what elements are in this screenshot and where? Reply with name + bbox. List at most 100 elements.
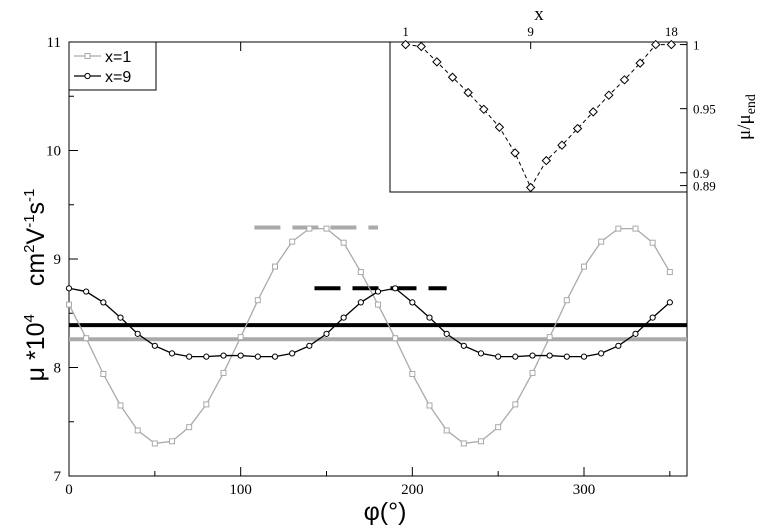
data-point: [151, 440, 158, 447]
legend-label: x=9: [105, 69, 131, 86]
inset-x-tick-label: 9: [527, 24, 534, 39]
inset-data-point: [635, 58, 645, 68]
inset-data-point: [572, 123, 583, 134]
data-point: [598, 350, 605, 357]
data-point: [83, 288, 90, 295]
data-point: [134, 427, 141, 434]
inset-data-point: [588, 107, 598, 117]
data-point: [666, 269, 673, 276]
y-tick-label: 10: [46, 144, 61, 160]
data-point: [374, 288, 382, 295]
inset-data-point: [541, 155, 552, 166]
data-point: [598, 238, 605, 245]
data-point: [546, 352, 553, 359]
inset-x-tick-label: 1: [402, 24, 409, 39]
data-point: [306, 342, 313, 349]
legend: x=1x=9: [68, 41, 157, 91]
data-point: [357, 269, 364, 276]
data-point: [649, 239, 656, 246]
legend-marker: [84, 72, 91, 80]
data-point: [169, 438, 175, 445]
data-point: [478, 438, 484, 445]
inset-data-point: [525, 182, 536, 193]
data-point: [375, 301, 381, 308]
data-point: [580, 353, 588, 360]
data-point: [529, 369, 536, 376]
data-point: [340, 239, 347, 246]
data-point: [151, 342, 158, 349]
data-point: [632, 225, 639, 232]
data-point: [117, 314, 124, 321]
data-point: [100, 371, 107, 378]
series-line: [68, 227, 671, 445]
data-point: [65, 285, 73, 292]
data-point: [426, 402, 433, 409]
legend-label: x=1: [105, 49, 131, 66]
inset-y-axis-title: μ/μend: [734, 94, 759, 140]
inset-data-point: [619, 75, 630, 85]
data-point: [495, 424, 502, 431]
data-point: [357, 299, 364, 306]
y-axis-title: μ *104cm2V-1s-1: [21, 189, 50, 382]
series-line: [68, 287, 671, 358]
inset-data-point: [651, 39, 661, 50]
data-point: [203, 353, 210, 360]
data-point: [512, 401, 519, 408]
data-point: [666, 299, 673, 306]
inset-y-tick-label: 1: [693, 38, 700, 53]
data-point: [426, 314, 433, 321]
inset-plot: 1 9 18 0.890.9 0.95 1: [389, 24, 716, 194]
x-tick-label: 100: [229, 482, 252, 498]
inset-y-tick-label: 0.95: [693, 102, 716, 117]
data-point: [220, 352, 227, 359]
data-point: [254, 353, 261, 360]
svg-text:μ/μend: μ/μend: [734, 94, 759, 140]
data-point: [615, 342, 622, 349]
inset-x-tick-label: 18: [665, 24, 678, 39]
inset-series-line: [405, 44, 672, 189]
y-tick-label: 8: [54, 361, 62, 377]
inset-frame: [389, 41, 688, 193]
data-point: [443, 427, 450, 434]
data-point: [134, 330, 141, 337]
data-point: [220, 369, 227, 376]
y-tick-label: 9: [54, 252, 62, 268]
inset-data-point: [432, 57, 442, 67]
data-point: [289, 350, 296, 357]
x-axis-title: φ(°): [364, 498, 407, 526]
inset-data-point: [557, 140, 567, 150]
data-point: [512, 353, 519, 360]
x-tick-label: 0: [65, 482, 73, 498]
data-point: [581, 263, 587, 270]
svg-text:μ *104cm2V-1s-1: μ *104cm2V-1s-1: [21, 189, 50, 382]
data-point: [477, 350, 485, 357]
inset-data-point: [666, 39, 677, 50]
data-point: [186, 353, 193, 360]
data-point: [409, 371, 416, 378]
data-point: [495, 353, 502, 360]
data-point: [392, 285, 399, 292]
data-point: [563, 297, 570, 304]
inset-data-point: [463, 87, 473, 98]
legend-marker: [84, 53, 91, 59]
data-point: [443, 330, 450, 337]
data-point: [649, 314, 656, 321]
inset-data-point: [604, 90, 614, 100]
inset-x-axis-title: x: [534, 4, 544, 25]
inset-data-point: [416, 41, 426, 52]
inset-data-point: [447, 72, 458, 82]
inset-data-point: [479, 104, 489, 115]
x-tick-label: 300: [573, 482, 596, 498]
main-plot: 0 100 200 300 7 8 9 10 11: [46, 35, 688, 498]
data-point: [546, 334, 553, 341]
data-point: [460, 440, 467, 447]
data-point: [323, 225, 330, 232]
data-point: [460, 342, 467, 349]
data-point: [272, 263, 278, 270]
data-point: [83, 335, 90, 342]
data-point: [306, 225, 313, 232]
data-point: [392, 335, 399, 342]
data-point: [632, 330, 639, 337]
inset-data-point: [494, 122, 505, 132]
